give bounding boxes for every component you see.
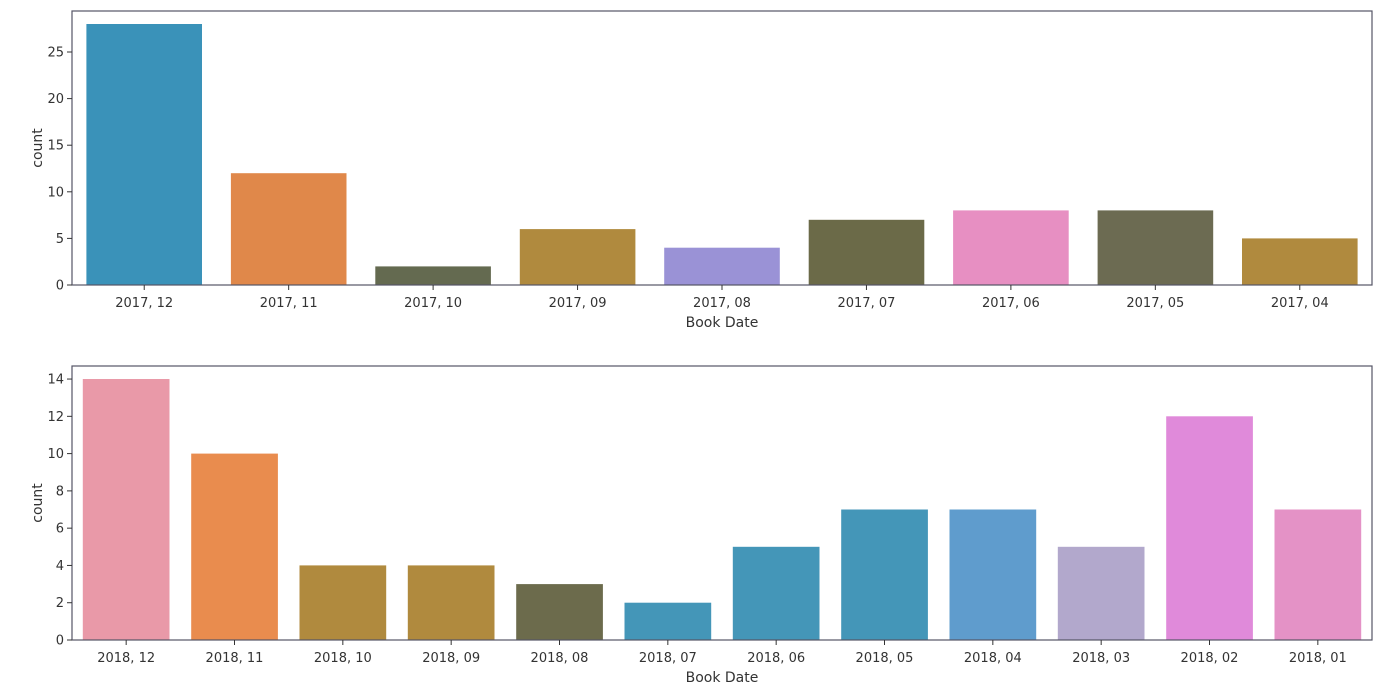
y-tick-label: 2 (56, 596, 64, 611)
y-tick-label: 0 (56, 634, 64, 649)
x-axis-label: Book Date (686, 670, 759, 686)
x-tick-label: 2018, 09 (422, 651, 480, 666)
bar (191, 453, 278, 640)
x-tick-label: 2017, 04 (1271, 296, 1329, 311)
y-axis-label: count (30, 128, 46, 168)
bar (732, 546, 820, 640)
y-tick-label: 5 (56, 232, 64, 247)
x-tick-label: 2018, 07 (639, 651, 697, 666)
bar (624, 602, 712, 640)
bar (664, 247, 780, 285)
y-tick-label: 20 (47, 92, 64, 107)
bar (1057, 546, 1145, 640)
bar (82, 379, 170, 640)
bar (519, 229, 636, 285)
x-tick-label: 2017, 05 (1126, 296, 1184, 311)
y-axis-label: count (30, 483, 46, 523)
y-tick-label: 14 (47, 373, 64, 388)
x-axis-label: Book Date (686, 315, 759, 331)
x-tick-label: 2017, 09 (549, 296, 607, 311)
bar (516, 584, 603, 640)
y-tick-label: 0 (56, 279, 64, 294)
x-tick-label: 2018, 05 (856, 651, 914, 666)
bar (86, 24, 202, 285)
y-tick-label: 6 (56, 522, 64, 537)
bar (1274, 509, 1362, 640)
x-tick-label: 2017, 12 (115, 296, 173, 311)
y-tick-label: 8 (56, 484, 64, 499)
x-tick-label: 2018, 03 (1072, 651, 1130, 666)
bar (407, 565, 495, 640)
x-tick-label: 2017, 08 (693, 296, 751, 311)
x-tick-label: 2017, 11 (260, 296, 318, 311)
x-tick-label: 2018, 10 (314, 651, 372, 666)
y-tick-label: 12 (47, 410, 64, 425)
y-tick-label: 25 (47, 46, 64, 61)
x-tick-label: 2018, 02 (1181, 651, 1239, 666)
bar (841, 509, 928, 640)
plot-frame (71, 365, 1373, 641)
x-tick-label: 2017, 07 (837, 296, 895, 311)
x-tick-label: 2018, 11 (206, 651, 264, 666)
bar (1242, 238, 1358, 285)
y-tick-label: 4 (56, 559, 64, 574)
x-tick-label: 2018, 06 (747, 651, 805, 666)
x-tick-label: 2018, 12 (97, 651, 155, 666)
bar (375, 266, 491, 285)
bar (1097, 210, 1214, 285)
bar (949, 509, 1037, 640)
x-tick-label: 2018, 08 (531, 651, 589, 666)
top-chart-panel: 0 5 10 15 20 25 2017, 12 2017, 11 2017, 10 2017, … (30, 10, 1373, 331)
bottom-chart-panel: 0 2 4 6 8 10 12 14 2018, 12 2018, 11 2018, 10 2018,… (30, 365, 1373, 686)
bar (1166, 416, 1253, 640)
x-tick-label: 2018, 04 (964, 651, 1022, 666)
y-tick-label: 10 (47, 447, 64, 462)
y-tick-label: 15 (47, 139, 64, 154)
x-tick-label: 2018, 01 (1289, 651, 1347, 666)
x-tick-label: 2017, 06 (982, 296, 1040, 311)
bar (953, 210, 1069, 285)
bar (808, 219, 925, 285)
y-tick-label: 10 (47, 185, 64, 200)
x-tick-label: 2017, 10 (404, 296, 462, 311)
bar (230, 173, 347, 285)
bar (299, 565, 387, 640)
